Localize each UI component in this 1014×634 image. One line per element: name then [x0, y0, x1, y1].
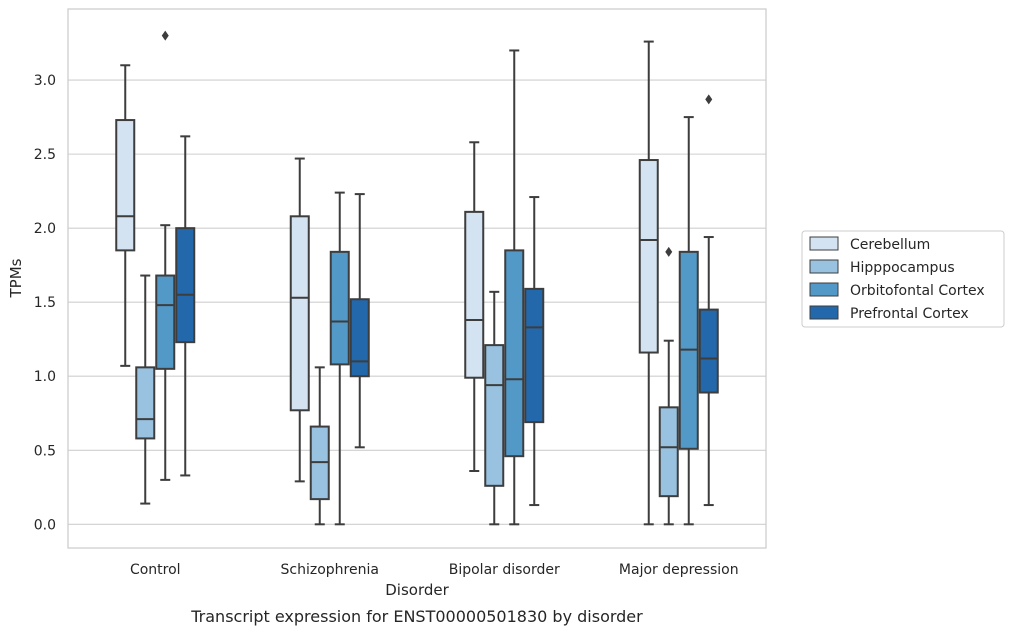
legend-label-3: Prefrontal Cortex [850, 306, 969, 322]
y-tick-label-3: 1.5 [34, 295, 56, 311]
box-1-2 [484, 290, 505, 526]
y-tick-label-5: 2.5 [34, 147, 56, 163]
outlier-0 [705, 94, 713, 105]
box-body [698, 308, 719, 394]
outlier-0 [665, 246, 673, 257]
legend-swatch-0 [809, 236, 839, 251]
box-body [289, 215, 310, 412]
box-2-2 [504, 49, 525, 526]
x-tick-label-2: Bipolar disorder [449, 562, 560, 578]
box-2-1 [329, 191, 350, 526]
box-body [658, 406, 679, 498]
box-body [638, 159, 659, 354]
plot-frame [67, 8, 767, 549]
box-body [175, 227, 196, 344]
y-tick-labels: 0.0 0.5 1.0 1.5 2.0 2.5 3.0 [34, 73, 56, 533]
legend-swatch-3 [809, 305, 839, 320]
x-tick-labels: Control Schizophrenia Bipolar disorder Majo… [130, 562, 739, 578]
y-axis-title: TPMs [7, 258, 25, 298]
x-tick-label-0: Control [130, 562, 181, 578]
legend-label-2: Orbitofontal Cortex [850, 283, 985, 299]
legend: Cerebellum Hipppocampus Orbitofontal Corte… [801, 230, 1005, 328]
legend-frame [801, 230, 1005, 328]
x-axis-title: Disorder [385, 581, 449, 599]
box-0-3 [638, 40, 659, 526]
box-3-3 [698, 94, 719, 507]
box-1-3 [658, 246, 679, 526]
box-body [155, 274, 176, 370]
box-body [464, 210, 485, 379]
legend-label-0: Cerebellum [850, 237, 930, 253]
box-3-1 [349, 193, 370, 449]
y-tick-label-0: 0.0 [34, 517, 56, 533]
box-0-1 [289, 157, 310, 483]
box-3-2 [524, 196, 545, 507]
box-1-1 [309, 366, 330, 526]
legend-swatch-1 [809, 259, 839, 274]
box-2-3 [678, 116, 699, 526]
y-tick-label-6: 3.0 [34, 73, 56, 89]
y-tick-label-1: 0.5 [34, 443, 56, 459]
box-1-0 [135, 274, 156, 505]
box-0-2 [464, 141, 485, 472]
legend-swatch-2 [809, 282, 839, 297]
box-body [135, 366, 156, 440]
box-body [484, 344, 505, 487]
box-body [115, 119, 136, 252]
x-tick-label-3: Major depression [619, 562, 739, 578]
box-body [329, 250, 350, 366]
boxes-layer [115, 30, 719, 526]
chart-caption: Transcript expression for ENST0000050183… [190, 607, 643, 626]
box-2-0 [155, 30, 176, 481]
y-tick-label-4: 2.0 [34, 221, 56, 237]
y-tick-label-2: 1.0 [34, 369, 56, 385]
box-body [524, 287, 545, 424]
box-0-0 [115, 64, 136, 367]
legend-label-1: Hipppocampus [850, 260, 955, 276]
x-tick-label-1: Schizophrenia [281, 562, 379, 578]
box-3-0 [175, 135, 196, 477]
outlier-0 [161, 30, 169, 41]
box-body [504, 249, 525, 458]
box-body [349, 298, 370, 378]
